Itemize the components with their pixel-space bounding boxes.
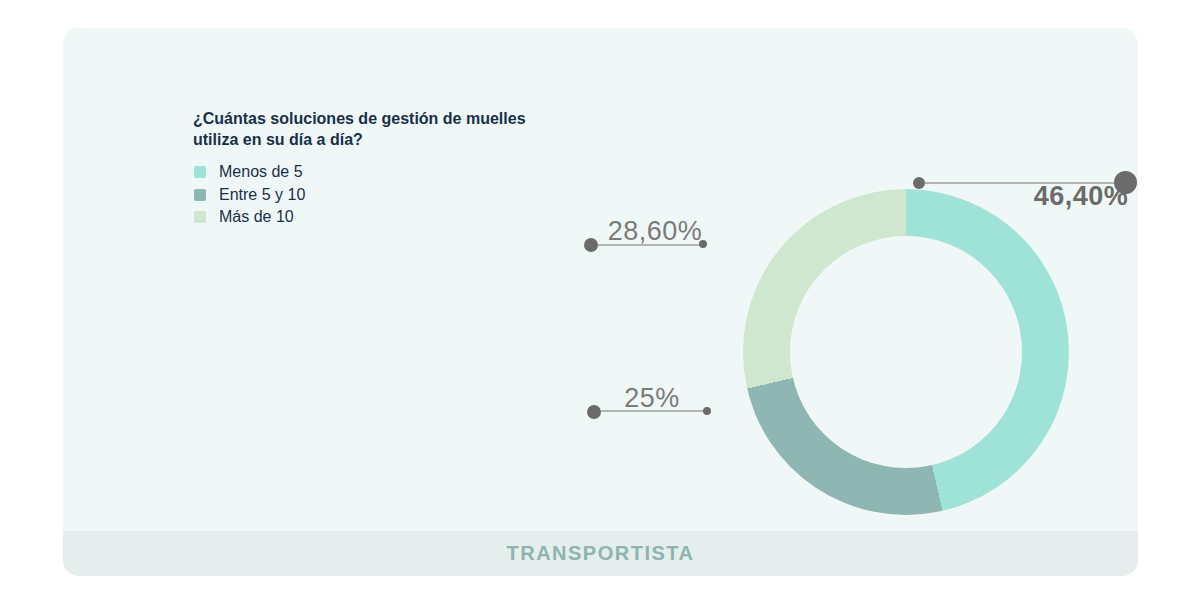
legend-item-menos-de-5: Menos de 5	[194, 161, 305, 184]
legend-item-mas-de-10: Más de 10	[194, 206, 305, 229]
callout-line	[925, 182, 1115, 184]
legend-swatch-menos-de-5	[194, 166, 206, 178]
page: ¿Cuántas soluciones de gestión de muelle…	[0, 0, 1201, 601]
callout-value-mas-de-10: 28,60%	[600, 216, 710, 247]
legend-swatch-mas-de-10	[194, 211, 206, 223]
callout-end-dot	[1114, 171, 1137, 194]
donut-hole	[790, 236, 1022, 468]
chart-card: ¿Cuántas soluciones de gestión de muelle…	[63, 28, 1138, 576]
callout-line	[601, 410, 704, 412]
footer-label: TRANSPORTISTA	[506, 542, 694, 565]
donut-ring	[743, 189, 1069, 515]
callout-line	[598, 244, 702, 246]
callout-anchor-dot	[913, 177, 925, 189]
chart-title: ¿Cuántas soluciones de gestión de muelle…	[193, 108, 573, 150]
legend-item-entre-5-y-10: Entre 5 y 10	[194, 184, 305, 207]
callout-end-dot	[584, 238, 598, 252]
callout-end-dot	[587, 405, 601, 419]
legend-label: Más de 10	[219, 208, 294, 226]
callout-anchor-dot	[703, 407, 711, 415]
callout-anchor-dot	[699, 240, 707, 248]
legend-label: Menos de 5	[219, 163, 303, 181]
footer-band: TRANSPORTISTA	[63, 531, 1138, 576]
legend-label: Entre 5 y 10	[219, 186, 305, 204]
legend-swatch-entre-5-y-10	[194, 189, 206, 201]
legend: Menos de 5 Entre 5 y 10 Más de 10	[194, 161, 305, 229]
